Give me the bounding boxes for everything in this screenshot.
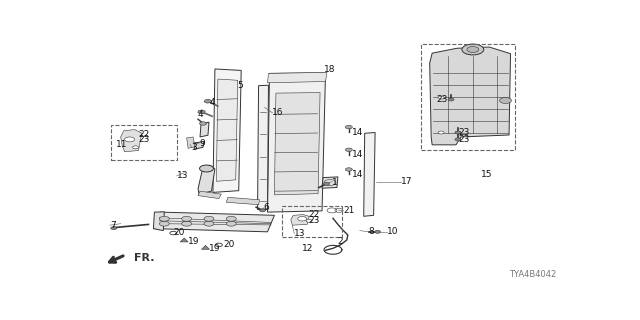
- Text: TYA4B4042: TYA4B4042: [509, 270, 556, 279]
- Text: 3: 3: [191, 143, 197, 152]
- Text: 19: 19: [209, 244, 220, 253]
- Circle shape: [125, 137, 134, 142]
- Polygon shape: [154, 212, 275, 232]
- Text: 7: 7: [110, 221, 115, 230]
- Polygon shape: [268, 72, 327, 83]
- Circle shape: [455, 131, 461, 134]
- Text: 15: 15: [481, 170, 492, 179]
- Circle shape: [204, 216, 214, 221]
- Polygon shape: [257, 85, 269, 210]
- Text: 22: 22: [138, 130, 150, 139]
- Circle shape: [159, 216, 169, 221]
- Polygon shape: [198, 165, 215, 194]
- Polygon shape: [200, 122, 209, 137]
- Text: 14: 14: [352, 128, 363, 137]
- Circle shape: [204, 221, 214, 226]
- Polygon shape: [322, 177, 338, 188]
- Text: 14: 14: [352, 170, 363, 179]
- Text: 8: 8: [369, 227, 374, 236]
- Text: 1: 1: [332, 178, 338, 187]
- Text: 4: 4: [198, 110, 204, 119]
- Text: 6: 6: [264, 204, 269, 212]
- Polygon shape: [121, 130, 142, 152]
- Circle shape: [455, 138, 461, 141]
- Circle shape: [132, 146, 138, 149]
- Circle shape: [182, 216, 191, 221]
- Circle shape: [182, 221, 191, 226]
- Text: 23: 23: [308, 216, 319, 225]
- Text: 14: 14: [352, 150, 363, 159]
- Text: 16: 16: [273, 108, 284, 117]
- Polygon shape: [198, 191, 221, 198]
- Circle shape: [467, 46, 479, 52]
- Text: 19: 19: [188, 237, 200, 246]
- Circle shape: [346, 148, 352, 151]
- Polygon shape: [202, 245, 209, 249]
- Circle shape: [324, 182, 330, 185]
- Text: 23: 23: [458, 135, 469, 144]
- Circle shape: [260, 209, 266, 212]
- Circle shape: [227, 221, 236, 226]
- Text: 2: 2: [337, 237, 342, 246]
- Polygon shape: [187, 137, 195, 148]
- Polygon shape: [364, 132, 375, 216]
- Circle shape: [298, 217, 307, 221]
- Circle shape: [306, 219, 312, 222]
- Circle shape: [500, 98, 511, 103]
- Text: 20: 20: [224, 240, 236, 249]
- Circle shape: [111, 227, 116, 230]
- Text: 4: 4: [210, 99, 216, 108]
- Text: 23: 23: [458, 128, 469, 137]
- Text: 22: 22: [308, 210, 319, 219]
- Circle shape: [346, 168, 352, 171]
- Circle shape: [159, 221, 169, 226]
- Polygon shape: [154, 212, 164, 231]
- Polygon shape: [204, 99, 212, 103]
- Polygon shape: [198, 110, 205, 114]
- Polygon shape: [180, 238, 188, 242]
- Text: 17: 17: [401, 177, 413, 186]
- Circle shape: [462, 44, 484, 55]
- Circle shape: [438, 131, 444, 134]
- Circle shape: [227, 216, 236, 221]
- Text: 10: 10: [387, 227, 398, 236]
- Polygon shape: [429, 47, 511, 145]
- Circle shape: [200, 165, 213, 172]
- Text: 23: 23: [138, 135, 150, 144]
- Text: 13: 13: [294, 229, 306, 238]
- Text: 21: 21: [343, 206, 355, 215]
- Polygon shape: [268, 73, 326, 212]
- Text: 9: 9: [199, 139, 205, 148]
- Polygon shape: [291, 215, 309, 225]
- Text: 5: 5: [237, 81, 243, 90]
- Text: 18: 18: [324, 65, 335, 75]
- Circle shape: [438, 96, 444, 99]
- Text: 11: 11: [116, 140, 127, 149]
- Polygon shape: [194, 141, 204, 149]
- Circle shape: [200, 122, 207, 125]
- Polygon shape: [213, 69, 241, 192]
- Circle shape: [374, 230, 381, 233]
- Polygon shape: [275, 92, 320, 195]
- Polygon shape: [216, 79, 237, 181]
- Circle shape: [346, 125, 352, 129]
- Text: FR.: FR.: [134, 253, 154, 263]
- Text: 13: 13: [177, 172, 188, 180]
- Polygon shape: [227, 197, 260, 205]
- Text: 23: 23: [436, 95, 447, 104]
- Text: 20: 20: [173, 228, 184, 237]
- Circle shape: [448, 98, 454, 101]
- Text: 12: 12: [301, 244, 313, 253]
